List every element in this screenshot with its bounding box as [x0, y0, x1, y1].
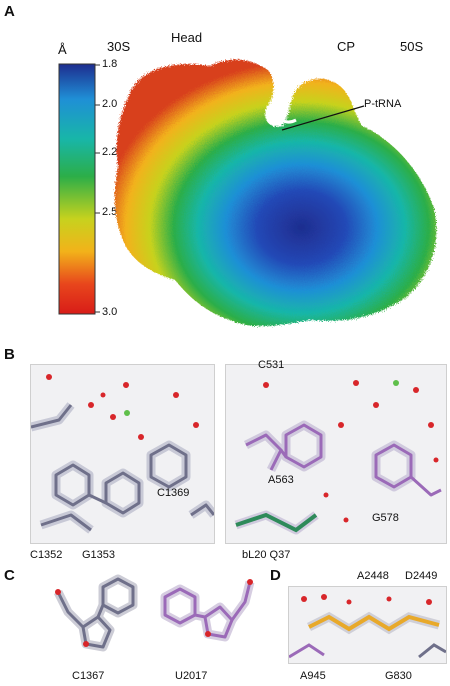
label-g830: G830 [385, 670, 412, 682]
colorbar-tick-5: 3.0 [102, 306, 118, 318]
panel-c-letter: C [4, 567, 15, 584]
label-cp: CP [337, 39, 356, 54]
panel-d-image [288, 586, 447, 664]
ribosome-density-map [100, 48, 445, 338]
panel-b-letter: B [4, 346, 15, 363]
label-c531: C531 [258, 359, 285, 371]
colorbar-tick-2: 2.0 [102, 98, 118, 110]
label-g1353: G1353 [82, 549, 116, 561]
p-trna-pointer [281, 105, 365, 131]
label-head: Head [171, 30, 203, 45]
label-30s: 30S [107, 39, 131, 54]
colorbar-unit: Å [58, 42, 67, 57]
label-bl20-q37: bL20 Q37 [242, 549, 291, 561]
label-c1352: C1352 [30, 549, 63, 561]
label-c1367: C1367 [72, 670, 105, 682]
panel-b-left-image [30, 364, 215, 544]
colorbar-tick-1: 1.8 [102, 58, 118, 70]
label-50s: 50S [400, 39, 424, 54]
label-d2449: D2449 [405, 570, 438, 582]
colorbar-tick-4: 2.5 [102, 206, 118, 218]
label-g578: G578 [372, 512, 399, 524]
label-p-trna: P-tRNA [364, 98, 402, 110]
colorbar-tick-3: 2.2 [102, 146, 118, 158]
panel-c-image-u2017 [150, 572, 260, 664]
panel-c-image-c1367 [48, 572, 148, 664]
label-a563: A563 [268, 474, 294, 486]
label-a945: A945 [300, 670, 326, 682]
label-a2448: A2448 [357, 570, 389, 582]
colorbar [58, 63, 100, 315]
panel-a-letter: A [4, 3, 15, 20]
label-c1369: C1369 [157, 487, 190, 499]
panel-d-letter: D [270, 567, 281, 584]
panel-b-right-image [225, 364, 447, 544]
label-u2017: U2017 [175, 670, 208, 682]
